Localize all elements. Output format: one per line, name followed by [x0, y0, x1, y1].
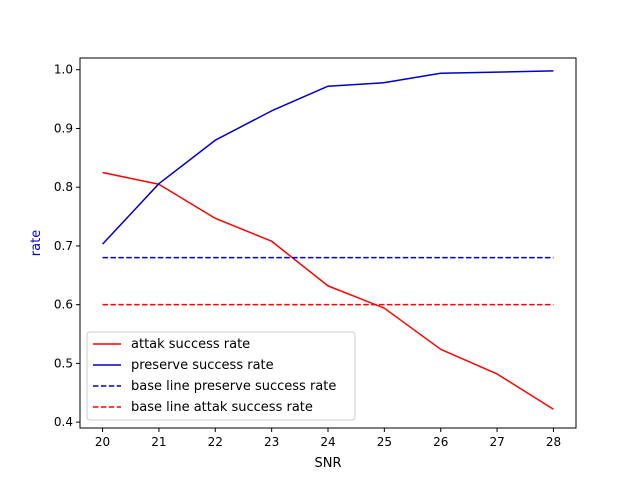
y-tick-label: 0.5 [54, 356, 73, 370]
x-ticks: 20 21 22 23 24 25 26 27 28 [95, 428, 561, 449]
x-axis-label: SNR [314, 456, 341, 471]
y-tick-label: 0.4 [54, 415, 73, 429]
x-tick-label: 24 [320, 435, 335, 449]
x-tick-label: 28 [546, 435, 561, 449]
x-tick-label: 22 [208, 435, 223, 449]
y-tick-label: 0.8 [54, 180, 73, 194]
series-line-1 [102, 171, 554, 410]
legend-label: attak success rate [131, 337, 250, 352]
x-tick-label: 25 [377, 435, 392, 449]
x-tick-label: 23 [264, 435, 279, 449]
legend-label: base line attak success rate [131, 400, 313, 415]
y-tick-label: 0.9 [54, 121, 73, 135]
legend-box [86, 331, 356, 421]
series-line-2 [102, 70, 554, 245]
y-tick-label: 0.7 [54, 239, 73, 253]
x-tick-label: 21 [151, 435, 166, 449]
x-tick-label: 20 [95, 435, 110, 449]
x-tick-label: 26 [433, 435, 448, 449]
plot-frame [79, 57, 577, 429]
legend: attak success rate preserve success rate b… [86, 331, 356, 421]
legend-label: preserve success rate [131, 358, 274, 373]
y-tick-label: 0.6 [54, 298, 73, 312]
y-tick-label: 1.0 [54, 63, 73, 77]
series-layer [102, 70, 554, 410]
y-axis-label: rate [29, 230, 44, 256]
x-tick-label: 27 [489, 435, 504, 449]
y-ticks: 0.4 0.5 0.6 0.7 0.8 0.9 1.0 [54, 63, 80, 429]
legend-label: base line preserve success rate [131, 379, 336, 394]
